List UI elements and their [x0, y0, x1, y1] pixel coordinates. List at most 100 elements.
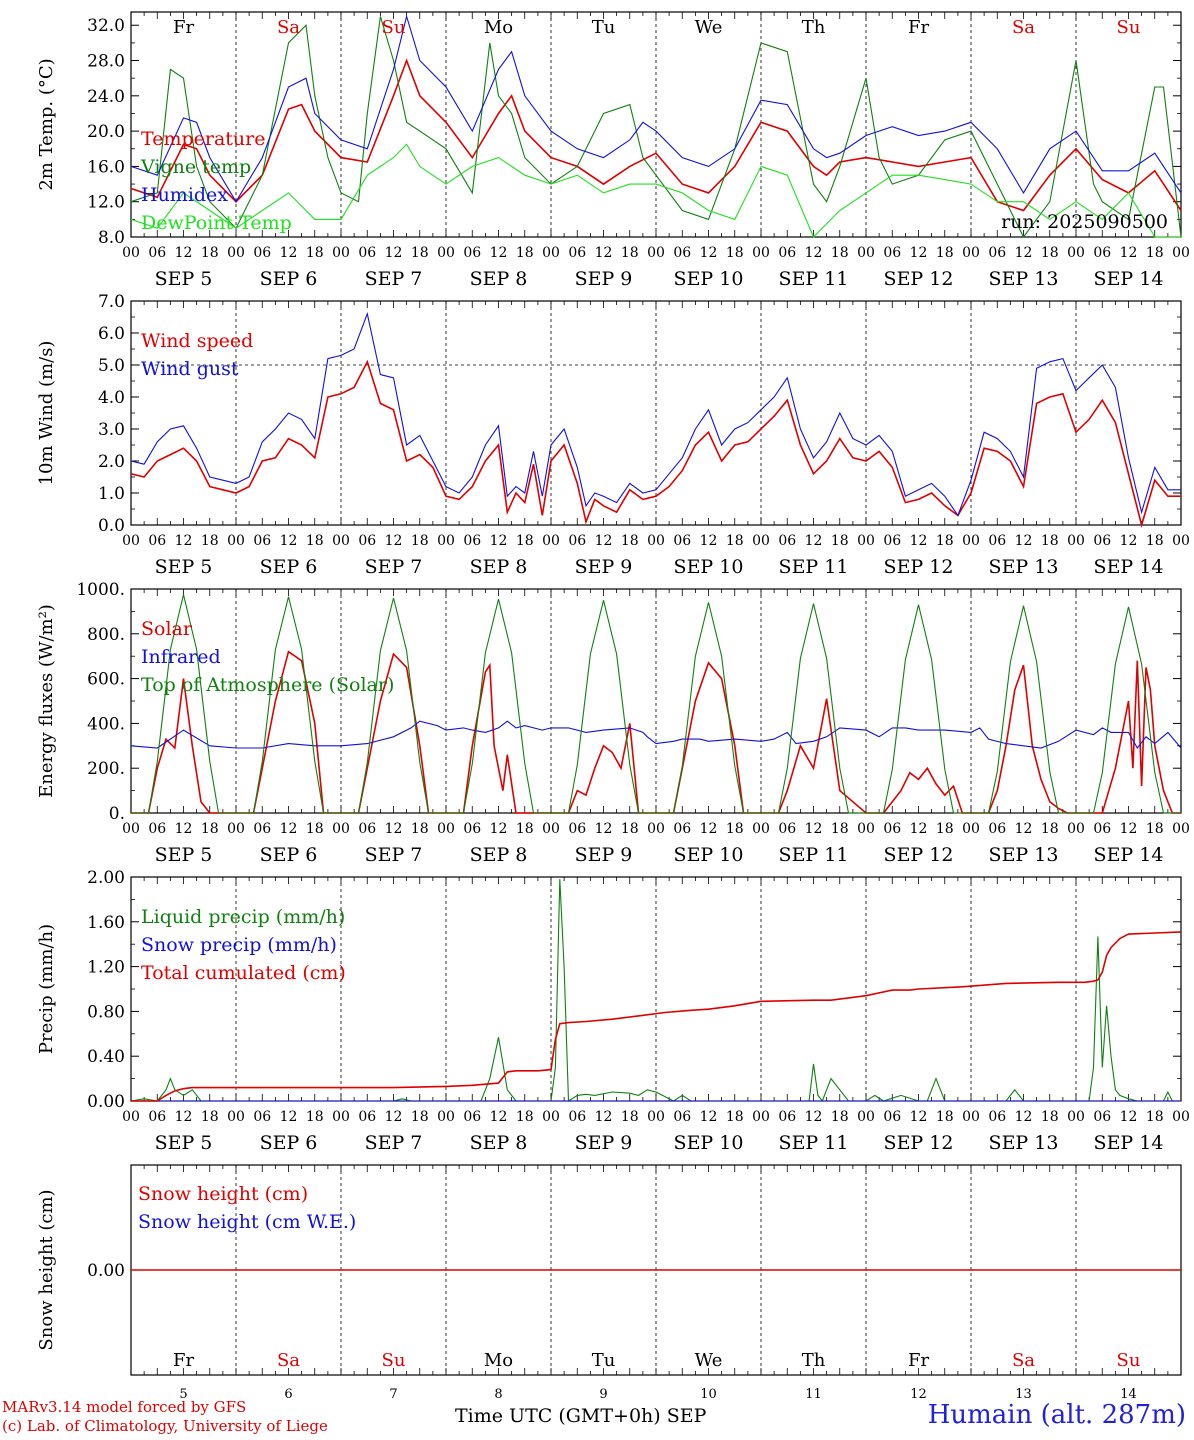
y-tick-label: 7.0 — [98, 292, 125, 312]
hour-tick-label: 00 — [1067, 821, 1085, 837]
date-label: SEP 7 — [365, 844, 423, 866]
y-tick-label: 12.0 — [87, 193, 125, 213]
day-number-label: 6 — [284, 1387, 292, 1402]
panel-5: 0.00 Snow height (cm) Snow height (cm) Snow… — [36, 1164, 1182, 1402]
hour-tick-label: 00 — [542, 533, 560, 549]
hour-tick-label: 12 — [595, 1109, 613, 1125]
weekday-label: Fr — [908, 17, 929, 38]
hour-tick-label: 00 — [647, 1109, 665, 1125]
y-tick-label: 8.0 — [98, 228, 125, 248]
hour-tick-label: 00 — [647, 245, 665, 261]
hour-tick-label: 18 — [1041, 533, 1059, 549]
weekday-label: We — [695, 1350, 723, 1371]
hour-tick-label: 00 — [752, 533, 770, 549]
legend-entry: Snow height (cm W.E.) — [138, 1211, 356, 1233]
hour-tick-label: 00 — [1172, 245, 1190, 261]
hour-tick-label: 18 — [621, 821, 639, 837]
day-number-label: 5 — [179, 1387, 187, 1402]
hour-tick-label: 00 — [857, 245, 875, 261]
hour-tick-label: 18 — [936, 821, 954, 837]
y-tick-label: 5.0 — [98, 356, 125, 376]
y-tick-label: 0.00 — [87, 1092, 125, 1112]
y-tick-label: 1.0 — [98, 484, 125, 504]
series-line-wind-gust — [130, 311, 1181, 517]
hour-tick-label: 06 — [778, 821, 796, 837]
legend-entry: Total cumulated (cm) — [141, 962, 346, 984]
station-label: Humain (alt. 287m) — [927, 1400, 1186, 1430]
hour-tick-label: 12 — [805, 245, 823, 261]
hour-tick-label: 18 — [726, 821, 744, 837]
y-tick-label: 28.0 — [87, 52, 125, 72]
hour-tick-label: 18 — [621, 1109, 639, 1125]
hour-tick-label: 00 — [1172, 821, 1190, 837]
hour-tick-label: 06 — [253, 821, 271, 837]
hour-tick-label: 18 — [1146, 1109, 1164, 1125]
hour-tick-label: 00 — [542, 821, 560, 837]
hour-tick-label: 06 — [883, 821, 901, 837]
hour-tick-label: 18 — [516, 533, 534, 549]
panel-3: 0. 200. 400. 600. 800. 1000. Energy fluxes (W/… — [36, 580, 1190, 866]
weekday-label: Fr — [173, 17, 194, 38]
hour-tick-label: 12 — [700, 533, 718, 549]
weekday-label: Su — [1117, 1350, 1141, 1371]
hour-tick-label: 18 — [936, 533, 954, 549]
date-label: SEP 6 — [260, 268, 318, 290]
legend-entry: Temperature — [141, 128, 265, 150]
credit-line-model: MARv3.14 model forced by GFS — [2, 1398, 247, 1416]
hour-tick-label: 18 — [621, 533, 639, 549]
y-tick-label: 0.0 — [98, 516, 125, 536]
hour-tick-label: 12 — [175, 245, 193, 261]
hour-tick-label: 06 — [1093, 821, 1111, 837]
hour-tick-label: 12 — [595, 821, 613, 837]
weekday-label: Fr — [908, 1350, 929, 1371]
x-axis-title-text: Time UTC (GMT+0h) — [455, 1405, 661, 1427]
legend-entry: Humidex — [141, 184, 228, 206]
hour-tick-label: 00 — [647, 533, 665, 549]
hour-tick-label: 12 — [910, 533, 928, 549]
weekday-label: Su — [382, 17, 406, 38]
hour-tick-label: 06 — [253, 245, 271, 261]
hour-tick-label: 06 — [463, 821, 481, 837]
hour-tick-label: 12 — [385, 821, 403, 837]
legend-entry: DewPoint Temp — [141, 212, 292, 234]
y-tick-label: 400. — [87, 714, 125, 734]
hour-tick-label: 06 — [253, 1109, 271, 1125]
date-label: SEP 11 — [779, 268, 849, 290]
hour-tick-label: 00 — [752, 245, 770, 261]
hour-tick-label: 00 — [752, 821, 770, 837]
hour-tick-label: 06 — [463, 1109, 481, 1125]
legend-entry: Snow height (cm) — [138, 1183, 308, 1205]
hour-tick-label: 00 — [962, 245, 980, 261]
hour-tick-label: 06 — [148, 245, 166, 261]
date-label: SEP 10 — [674, 556, 744, 578]
x-axis-title: Time UTC (GMT+0h) SEP — [455, 1405, 706, 1427]
hour-tick-label: 06 — [463, 245, 481, 261]
hour-tick-label: 18 — [726, 1109, 744, 1125]
legend-entry: Infrared — [141, 646, 221, 668]
hour-tick-label: 18 — [1146, 821, 1164, 837]
date-label: SEP 11 — [779, 1132, 849, 1154]
hour-tick-label: 12 — [910, 1109, 928, 1125]
hour-tick-label: 18 — [1041, 245, 1059, 261]
day-number-label: 9 — [599, 1387, 607, 1402]
y-tick-label: 1.60 — [87, 913, 125, 933]
hour-tick-label: 12 — [1120, 245, 1138, 261]
hour-tick-label: 00 — [122, 533, 140, 549]
legend-entry: Top of Atmosphere (Solar) — [141, 674, 394, 696]
hour-tick-label: 06 — [148, 1109, 166, 1125]
hour-tick-label: 06 — [253, 533, 271, 549]
hour-tick-label: 18 — [831, 533, 849, 549]
hour-tick-label: 12 — [700, 245, 718, 261]
hour-tick-label: 00 — [1067, 245, 1085, 261]
hour-tick-label: 12 — [385, 245, 403, 261]
hour-tick-label: 06 — [988, 245, 1006, 261]
weekday-label: Sa — [1012, 17, 1035, 38]
date-label: SEP 6 — [260, 844, 318, 866]
hour-tick-label: 06 — [358, 245, 376, 261]
date-label: SEP 7 — [365, 1132, 423, 1154]
hour-tick-label: 18 — [306, 1109, 324, 1125]
date-label: SEP 14 — [1094, 556, 1164, 578]
legend-entry: Liquid precip (mm/h) — [141, 906, 345, 928]
weekday-label: Su — [382, 1350, 406, 1371]
y-tick-label: 200. — [87, 759, 125, 779]
